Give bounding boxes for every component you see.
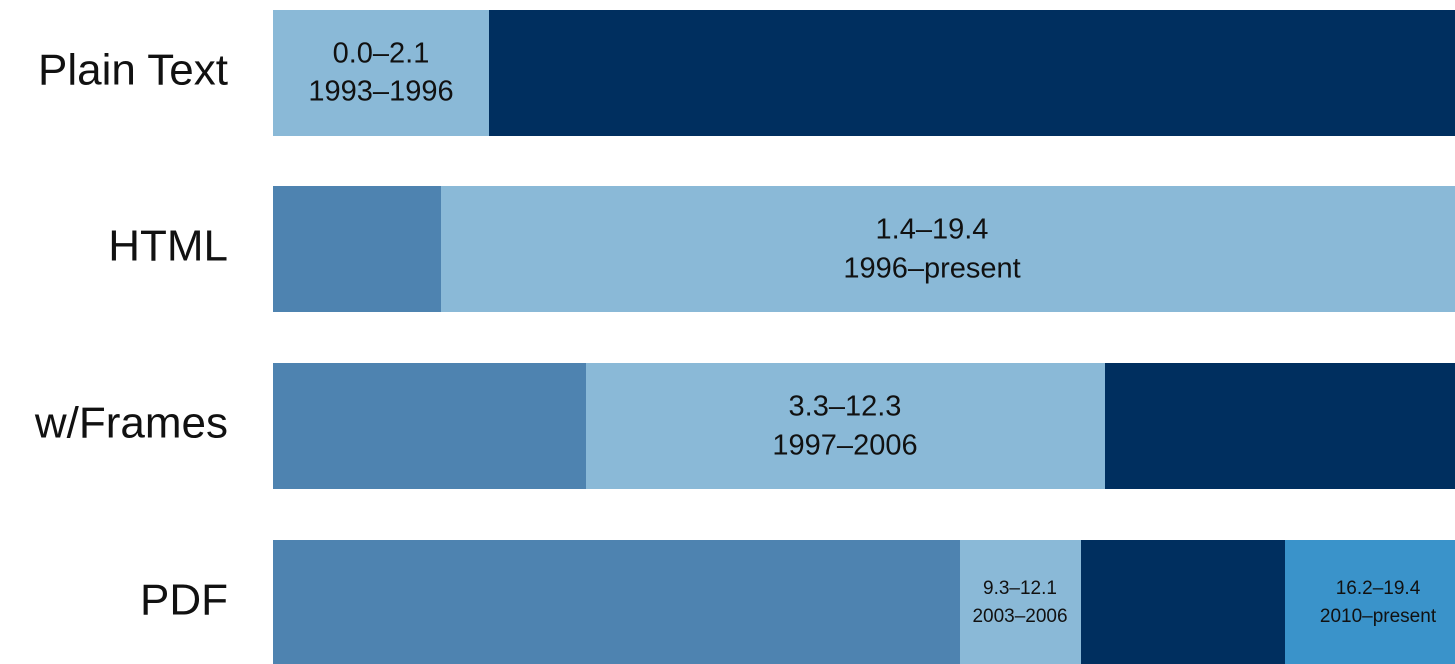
- segment-label: 16.2–19.4: [1336, 578, 1421, 599]
- segment: [273, 540, 960, 664]
- segment: [273, 363, 586, 489]
- segment-label: 2003–2006: [972, 606, 1067, 627]
- segment-label: 0.0–2.1: [333, 38, 430, 70]
- segment-label: 1996–present: [843, 253, 1020, 285]
- segment: [1285, 540, 1455, 664]
- segment: [586, 363, 1105, 489]
- row-label: HTML: [108, 222, 228, 271]
- segment: [489, 10, 1455, 136]
- segment-label: 2010–present: [1320, 606, 1437, 627]
- row-label: w/Frames: [34, 399, 228, 448]
- segment: [273, 186, 441, 312]
- segment-label: 1997–2006: [772, 430, 917, 462]
- segment: [1105, 363, 1455, 489]
- segment-label: 3.3–12.3: [789, 391, 902, 423]
- segment: [960, 540, 1081, 664]
- segment: [273, 10, 489, 136]
- row-label: PDF: [140, 576, 228, 625]
- segment-label: 1993–1996: [308, 76, 453, 108]
- segment-label: 1.4–19.4: [876, 214, 989, 246]
- segment: [441, 186, 1455, 312]
- segment: [1081, 540, 1285, 664]
- segment-label: 9.3–12.1: [983, 578, 1057, 599]
- row-label: Plain Text: [38, 46, 228, 95]
